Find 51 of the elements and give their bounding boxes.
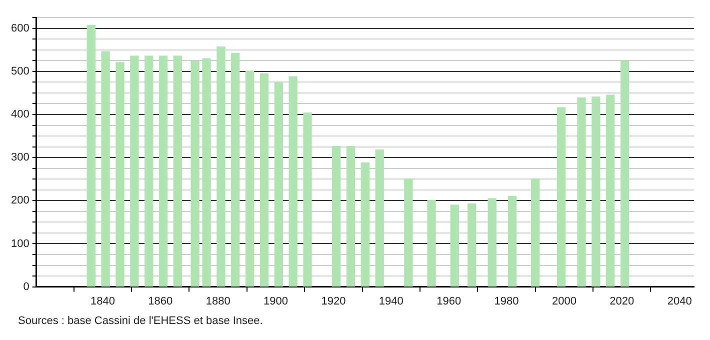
x-tick-label: 1920 — [321, 295, 346, 308]
bar — [274, 82, 283, 287]
bar — [245, 70, 254, 287]
x-tick-label: 1940 — [378, 295, 404, 308]
bar — [606, 94, 615, 287]
x-tick-label: 1860 — [148, 295, 173, 308]
y-tick-label: 0 — [23, 280, 30, 293]
x-tick-label: 1840 — [90, 295, 115, 308]
bar — [508, 196, 517, 287]
x-tick-label: 1960 — [436, 295, 462, 308]
bar — [360, 162, 370, 287]
bar — [303, 112, 312, 287]
bar — [130, 56, 139, 287]
bar — [144, 56, 154, 287]
x-tick-label: 1980 — [494, 295, 519, 308]
source-note: Sources : base Cassini de l'EHESS et base Insee. — [18, 315, 264, 327]
y-tick-label: 300 — [10, 152, 30, 164]
bar — [288, 76, 298, 287]
bar — [116, 62, 124, 287]
bar — [488, 198, 496, 287]
bar — [592, 96, 600, 287]
bar — [556, 107, 566, 287]
bar — [216, 46, 226, 287]
bar — [190, 60, 200, 287]
bar — [231, 53, 240, 287]
x-tick-label: 1900 — [264, 295, 288, 308]
y-tick-label: 600 — [10, 22, 30, 34]
x-tick-label: 1880 — [206, 295, 230, 308]
bar — [404, 178, 413, 287]
bar — [620, 60, 630, 287]
bar — [101, 51, 110, 287]
bar — [332, 146, 341, 287]
bar — [202, 58, 211, 287]
y-tick-label: 200 — [10, 194, 30, 207]
bar — [427, 200, 436, 287]
bar — [577, 97, 586, 287]
bar — [375, 150, 384, 287]
x-tick-label: 2000 — [552, 295, 576, 308]
bar — [260, 73, 269, 287]
bar — [346, 146, 356, 287]
bar — [158, 56, 168, 287]
y-tick-label: 100 — [10, 238, 30, 250]
bar — [173, 56, 182, 287]
x-tick-label: 2020 — [610, 295, 634, 308]
x-tick-label: 2040 — [667, 295, 692, 308]
bar — [468, 203, 476, 287]
bar — [531, 178, 540, 287]
y-tick-label: 500 — [10, 65, 30, 78]
bar — [450, 204, 459, 287]
y-tick-label: 400 — [10, 108, 30, 121]
bar — [86, 25, 96, 287]
